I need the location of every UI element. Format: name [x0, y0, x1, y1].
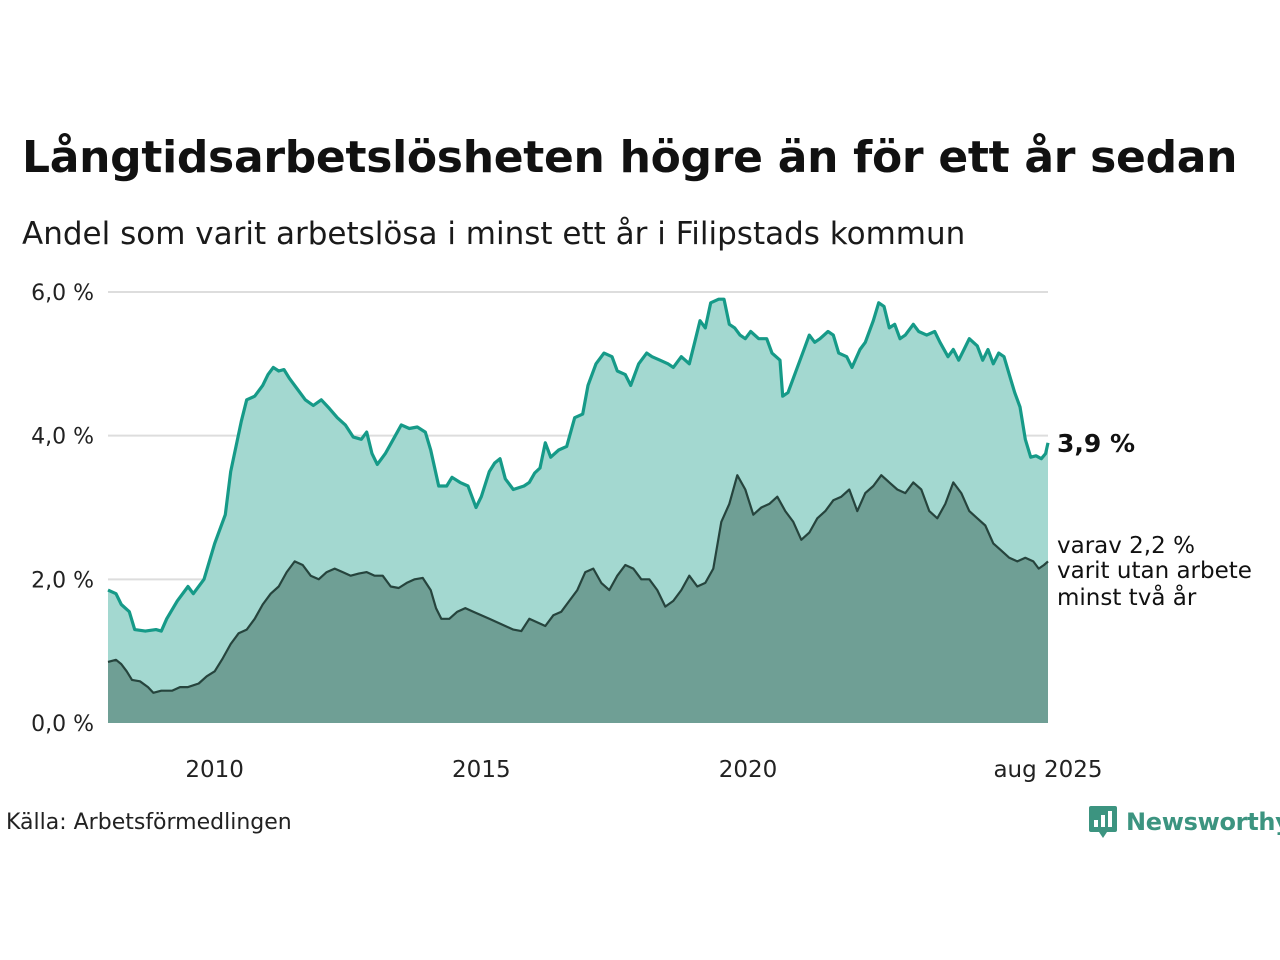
y-tick-label: 2,0 %	[31, 568, 94, 593]
axis-ticks: 0,0 % 2,0 % 4,0 % 6,0 % 2010 2015 2020 aug 2025	[31, 281, 1102, 783]
y-tick-label: 6,0 %	[31, 281, 94, 306]
sub-label-line-1: varav 2,2 %	[1057, 533, 1195, 559]
source-note: Källa: Arbetsförmedlingen	[6, 810, 292, 835]
x-tick-label: 2015	[452, 757, 511, 783]
x-tick-label: 2010	[185, 757, 244, 783]
series-line-sub	[107, 474, 1049, 694]
y-tick-label: 0,0 %	[31, 712, 94, 737]
chart-subtitle: Andel som varit arbetslösa i minst ett å…	[22, 216, 966, 252]
logo-text: Newsworthy	[1126, 808, 1280, 836]
y-tick-label: 4,0 %	[31, 425, 94, 450]
total-value-label: 3,9 %	[1057, 429, 1135, 458]
series-layer	[107, 297, 1050, 723]
sub-label-line-2: varit utan arbete	[1057, 558, 1252, 584]
x-tick-label: 2020	[719, 757, 778, 783]
x-tick-label: aug 2025	[993, 757, 1102, 783]
chart-title: Långtidsarbetslösheten högre än för ett …	[22, 132, 1238, 183]
series-area-sub	[108, 475, 1048, 723]
newsworthy-chart-bubble-icon	[1089, 806, 1117, 838]
series-line-total	[107, 297, 1050, 633]
newsworthy-logo: Newsworthy	[1088, 804, 1280, 840]
sub-label-line-3: minst två år	[1057, 583, 1197, 611]
